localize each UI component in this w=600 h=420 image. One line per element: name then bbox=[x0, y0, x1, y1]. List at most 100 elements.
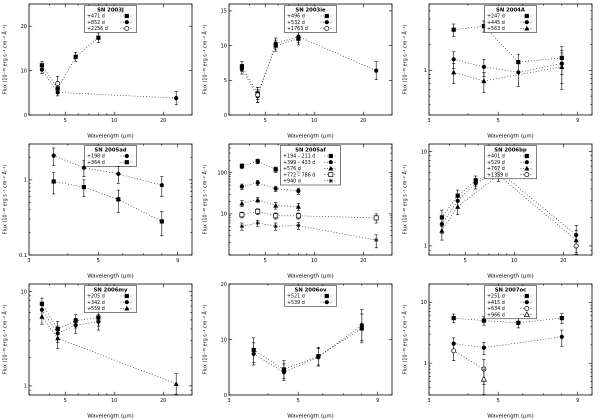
svg-text:5: 5 bbox=[464, 258, 467, 264]
svg-text:3: 3 bbox=[27, 258, 30, 264]
panel-sn2005ad: 3 5 9 0.1 1 SN 2005ad +198 d +364 d Wavelength (… bbox=[0, 140, 200, 280]
chart-canvas: 5 10 20 0 5 10 15 SN 2003ie+496 d+532 d+1763 d W… bbox=[200, 0, 400, 140]
svg-text:20: 20 bbox=[160, 398, 166, 404]
svg-text:Flux (10⁻¹⁸ erg s⁻¹ cm⁻² Å⁻¹): Flux (10⁻¹⁸ erg s⁻¹ cm⁻² Å⁻¹) bbox=[402, 25, 409, 95]
svg-text:SN 2003ie: SN 2003ie bbox=[295, 8, 326, 14]
svg-text:10: 10 bbox=[111, 398, 117, 404]
chart-canvas: 3 5 9 0 10 20 SN 2006ov+521 d+539 d Wavelength … bbox=[200, 280, 400, 420]
svg-text:20: 20 bbox=[560, 258, 566, 264]
svg-text:+521 d: +521 d bbox=[287, 294, 305, 300]
panel-sn2003ie: 5 10 20 0 5 10 15 SN 2003ie +496 d +532 d +1763 d W… bbox=[200, 0, 400, 140]
svg-text:3: 3 bbox=[427, 398, 430, 404]
svg-text:9: 9 bbox=[376, 398, 379, 404]
svg-text:Wavelength (μm): Wavelength (μm) bbox=[87, 134, 134, 140]
svg-text:+198 d: +198 d bbox=[87, 154, 105, 160]
svg-text:20: 20 bbox=[221, 282, 227, 288]
svg-text:+445 d: +445 d bbox=[487, 20, 505, 26]
svg-text:Flux (10⁻¹⁸ erg s⁻¹ cm⁻² Å⁻¹): Flux (10⁻¹⁸ erg s⁻¹ cm⁻² Å⁻¹) bbox=[2, 25, 9, 95]
svg-text:+532 d: +532 d bbox=[287, 20, 305, 26]
panel-sn2005af: 5 10 20 10 100 SN 2005af +194 – 211 d +399 – 43… bbox=[200, 140, 400, 280]
svg-text:1: 1 bbox=[424, 361, 427, 367]
svg-text:+247 d: +247 d bbox=[487, 14, 505, 20]
svg-text:Flux (10⁻¹⁸ erg s⁻¹ cm⁻² Å⁻¹): Flux (10⁻¹⁸ erg s⁻¹ cm⁻² Å⁻¹) bbox=[202, 25, 209, 95]
svg-text:10: 10 bbox=[311, 258, 317, 264]
panel-sn2006ov: 3 5 9 0 10 20 SN 2006ov +521 d +539 d Wavelength … bbox=[200, 280, 400, 420]
svg-text:10: 10 bbox=[221, 212, 227, 218]
svg-text:+529 d: +529 d bbox=[487, 160, 505, 166]
svg-text:+940 d: +940 d bbox=[283, 179, 301, 185]
svg-text:10: 10 bbox=[221, 337, 227, 343]
chart-canvas: 5 10 20 1 10 SN 2006bp+401 d+529 d+767 d+1359… bbox=[400, 140, 600, 280]
chart-canvas: 5 10 20 0 10 20 SN 2003J+471 d+852 d+2256 d Wav… bbox=[0, 0, 200, 140]
svg-text:10: 10 bbox=[21, 68, 27, 74]
svg-text:Wavelength (μm): Wavelength (μm) bbox=[87, 274, 134, 280]
svg-text:+194 – 211 d: +194 – 211 d bbox=[283, 154, 315, 160]
svg-text:3: 3 bbox=[427, 118, 430, 124]
svg-text:+1359 d: +1359 d bbox=[487, 172, 508, 178]
svg-text:SN 2004A: SN 2004A bbox=[496, 8, 526, 14]
svg-text:10: 10 bbox=[311, 118, 317, 124]
svg-text:5: 5 bbox=[97, 258, 100, 264]
svg-text:10: 10 bbox=[111, 118, 117, 124]
svg-text:+576 d: +576 d bbox=[283, 166, 301, 172]
svg-text:+559 d: +559 d bbox=[87, 306, 105, 312]
chart-canvas: 3 5 9 0.1 1 SN 2005ad+198 d+364 d Wavelength (… bbox=[0, 140, 200, 280]
svg-text:Flux (10⁻¹⁸ erg s⁻¹ cm⁻² Å⁻¹): Flux (10⁻¹⁸ erg s⁻¹ cm⁻² Å⁻¹) bbox=[402, 165, 409, 235]
svg-text:0.1: 0.1 bbox=[19, 253, 27, 259]
svg-text:Wavelength (μm): Wavelength (μm) bbox=[487, 414, 534, 420]
svg-text:+1763 d: +1763 d bbox=[287, 26, 308, 32]
svg-text:+399 – 433 d: +399 – 433 d bbox=[283, 160, 315, 166]
svg-text:5: 5 bbox=[224, 78, 227, 84]
chart-canvas: 5 10 20 1 10 SN 2006my+205 d+342 d+559 d Wavel… bbox=[0, 280, 200, 420]
svg-text:Flux (10⁻¹⁸ erg s⁻¹ cm⁻² Å⁻¹): Flux (10⁻¹⁸ erg s⁻¹ cm⁻² Å⁻¹) bbox=[2, 305, 9, 375]
svg-text:+471 d: +471 d bbox=[87, 14, 105, 20]
svg-text:9: 9 bbox=[176, 258, 179, 264]
svg-text:9: 9 bbox=[576, 118, 579, 124]
svg-text:100: 100 bbox=[217, 171, 227, 177]
svg-text:Wavelength (μm): Wavelength (μm) bbox=[287, 414, 334, 420]
svg-text:9: 9 bbox=[576, 398, 579, 404]
svg-text:5: 5 bbox=[264, 258, 267, 264]
svg-text:1: 1 bbox=[424, 68, 427, 74]
svg-text:+966 d: +966 d bbox=[487, 312, 505, 318]
panel-sn2004a: 3 5 9 1 SN 2004A +247 d +445 d +563 d Wavelength… bbox=[400, 0, 600, 140]
svg-text:+563 d: +563 d bbox=[487, 26, 505, 32]
svg-text:Flux (10⁻¹⁸ erg s⁻¹ cm⁻² Å⁻¹): Flux (10⁻¹⁸ erg s⁻¹ cm⁻² Å⁻¹) bbox=[202, 165, 209, 235]
svg-text:3: 3 bbox=[227, 398, 230, 404]
svg-text:+496 d: +496 d bbox=[287, 14, 305, 20]
svg-text:Wavelength (μm): Wavelength (μm) bbox=[487, 274, 534, 280]
svg-text:15: 15 bbox=[221, 9, 227, 15]
panel-sn2006bp: 5 10 20 1 10 SN 2006bp +401 d +529 d +767 d +1359… bbox=[400, 140, 600, 280]
svg-text:SN 2005ad: SN 2005ad bbox=[94, 148, 126, 154]
svg-text:+415 d: +415 d bbox=[487, 300, 505, 306]
svg-text:20: 20 bbox=[21, 24, 27, 30]
svg-text:+767 d: +767 d bbox=[487, 166, 505, 172]
svg-text:+342 d: +342 d bbox=[87, 300, 105, 306]
svg-text:1: 1 bbox=[24, 384, 27, 390]
svg-text:0: 0 bbox=[24, 113, 27, 119]
svg-text:+364 d: +364 d bbox=[87, 160, 105, 166]
svg-text:SN 2005af: SN 2005af bbox=[295, 148, 326, 154]
svg-text:10: 10 bbox=[421, 300, 427, 306]
svg-text:SN 2006ov: SN 2006ov bbox=[295, 288, 327, 294]
svg-text:10: 10 bbox=[421, 149, 427, 155]
svg-text:0: 0 bbox=[224, 113, 227, 119]
svg-text:Flux (10⁻¹⁸ erg s⁻¹ cm⁻² Å⁻¹): Flux (10⁻¹⁸ erg s⁻¹ cm⁻² Å⁻¹) bbox=[202, 305, 209, 375]
chart-canvas: 5 10 20 10 100 SN 2005af+194 – 211 d+399 – 43… bbox=[200, 140, 400, 280]
svg-text:5: 5 bbox=[64, 118, 67, 124]
svg-text:+539 d: +539 d bbox=[287, 300, 305, 306]
svg-text:Wavelength (μm): Wavelength (μm) bbox=[287, 274, 334, 280]
svg-text:5: 5 bbox=[264, 118, 267, 124]
svg-text:1: 1 bbox=[424, 244, 427, 250]
svg-text:SN 2006bp: SN 2006bp bbox=[494, 148, 527, 154]
svg-text:Flux (10⁻¹⁸ erg s⁻¹ cm⁻² Å⁻¹): Flux (10⁻¹⁸ erg s⁻¹ cm⁻² Å⁻¹) bbox=[402, 305, 409, 375]
panel-sn2006my: 5 10 20 1 10 SN 2006my +205 d +342 d +559 d Wavel… bbox=[0, 280, 200, 420]
svg-text:Wavelength (μm): Wavelength (μm) bbox=[287, 134, 334, 140]
chart-canvas: 3 5 9 1 10 SN 2007oc+251 d+415 d+634 d+966 d W… bbox=[400, 280, 600, 420]
svg-text:5: 5 bbox=[497, 118, 500, 124]
svg-text:SN 2006my: SN 2006my bbox=[94, 288, 128, 294]
svg-text:+852 d: +852 d bbox=[87, 20, 105, 26]
svg-text:+205 d: +205 d bbox=[87, 294, 105, 300]
svg-text:0: 0 bbox=[224, 393, 227, 399]
